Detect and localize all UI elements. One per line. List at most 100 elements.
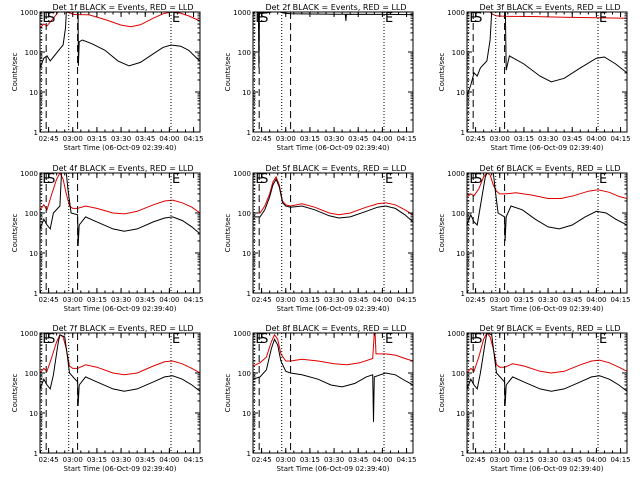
x-tick-label: 03:15 <box>87 135 107 143</box>
lld-series-line <box>467 333 627 374</box>
detector-panel: ESE110100100002:4503:0003:1503:3003:4504… <box>224 324 417 473</box>
x-tick-label: 04:00 <box>159 456 179 464</box>
y-tick-label: 1000 <box>447 9 465 17</box>
events-series-line <box>253 337 413 422</box>
x-tick-label: 04:00 <box>159 135 179 143</box>
x-tick-label: 03:15 <box>300 296 320 304</box>
y-tick-label: 100 <box>452 210 465 218</box>
marker-label: E <box>599 332 607 347</box>
x-axis-label: Start Time (06-Oct-09 02:39:40) <box>64 144 177 152</box>
series-group <box>467 12 627 97</box>
y-tick-label: 100 <box>238 49 251 57</box>
x-tick-label: 02:45 <box>251 456 271 464</box>
marker-label: E <box>599 172 607 187</box>
x-tick-label: 03:15 <box>514 135 534 143</box>
y-tick-label: 10 <box>456 410 465 418</box>
x-tick-label: 02:45 <box>38 135 58 143</box>
y-tick-label: 1000 <box>20 170 38 178</box>
marker-label: E <box>172 11 180 26</box>
series-group <box>467 333 627 407</box>
x-tick-label: 04:00 <box>586 296 606 304</box>
y-tick-label: 100 <box>238 370 251 378</box>
events-series-line <box>40 173 200 247</box>
x-tick-label: 03:15 <box>300 456 320 464</box>
x-axis-label: Start Time (06-Oct-09 02:39:40) <box>277 305 390 313</box>
marker-label: E <box>385 172 393 187</box>
x-axis-label: Start Time (06-Oct-09 02:39:40) <box>491 305 604 313</box>
y-axis-label: Counts/sec <box>11 374 19 413</box>
lld-series-line <box>253 333 413 367</box>
y-tick-label: 100 <box>238 210 251 218</box>
detector-panel: ESE110100100002:4503:0003:1503:3003:4504… <box>224 3 417 152</box>
series-group <box>253 333 413 422</box>
x-tick-label: 03:00 <box>63 135 83 143</box>
detector-panel: ESE110100100002:4503:0003:1503:3003:4504… <box>438 324 631 473</box>
plot-frame <box>466 332 628 454</box>
lld-series-line <box>40 334 200 376</box>
detector-panel: ESE110100100002:4503:0003:1503:3003:4504… <box>11 3 204 152</box>
x-axis-label: Start Time (06-Oct-09 02:39:40) <box>277 144 390 152</box>
x-tick-label: 03:30 <box>111 135 131 143</box>
events-series-line <box>467 173 627 242</box>
y-tick-label: 1 <box>247 450 251 458</box>
x-axis-label: Start Time (06-Oct-09 02:39:40) <box>64 305 177 313</box>
x-tick-label: 02:45 <box>465 456 485 464</box>
x-tick-label: 04:15 <box>183 456 203 464</box>
x-tick-label: 03:45 <box>135 456 155 464</box>
x-tick-label: 02:45 <box>251 296 271 304</box>
marker-label: S <box>47 11 55 26</box>
lld-series-line <box>40 12 200 29</box>
marker-label: S <box>260 11 268 26</box>
y-tick-label: 10 <box>242 250 251 258</box>
series-group <box>467 173 627 242</box>
x-tick-label: 04:15 <box>396 135 416 143</box>
x-tick-label: 03:45 <box>562 135 582 143</box>
y-tick-label: 1000 <box>447 330 465 338</box>
x-tick-label: 04:00 <box>372 456 392 464</box>
y-tick-label: 1 <box>34 290 38 298</box>
x-tick-label: 03:45 <box>562 456 582 464</box>
x-tick-label: 04:15 <box>396 296 416 304</box>
marker-label: E <box>385 332 393 347</box>
x-tick-label: 03:15 <box>87 296 107 304</box>
y-axis-label: Counts/sec <box>224 53 232 92</box>
x-tick-label: 04:15 <box>610 135 630 143</box>
x-tick-label: 02:45 <box>38 456 58 464</box>
y-axis-label: Counts/sec <box>224 214 232 253</box>
y-tick-label: 10 <box>29 410 38 418</box>
marker-label: S <box>474 332 482 347</box>
x-tick-label: 03:00 <box>63 296 83 304</box>
marker-label: S <box>47 332 55 347</box>
y-tick-label: 1000 <box>233 9 251 17</box>
detector-panel: ESE110100100002:4503:0003:1503:3003:4504… <box>224 164 417 313</box>
marker-label: S <box>260 172 268 187</box>
lld-series-line <box>40 173 200 215</box>
chart-title: Det 1f BLACK = Events, RED = LLD <box>52 3 193 12</box>
y-axis-label: Counts/sec <box>224 374 232 413</box>
series-group <box>40 173 200 247</box>
y-tick-label: 10 <box>242 89 251 97</box>
marker-label: E <box>385 11 393 26</box>
x-tick-label: 02:45 <box>465 296 485 304</box>
x-tick-label: 04:00 <box>586 135 606 143</box>
x-tick-label: 03:30 <box>324 456 344 464</box>
x-tick-label: 03:45 <box>135 135 155 143</box>
lld-series-line <box>467 173 627 199</box>
y-axis-label: Counts/sec <box>11 53 19 92</box>
detector-panel: ESE110100100002:4503:0003:1503:3003:4504… <box>11 164 204 313</box>
detector-panel: ESE110100100002:4503:0003:1503:3003:4504… <box>11 324 204 473</box>
plot-frame <box>466 11 628 133</box>
events-series-line <box>253 178 413 223</box>
y-tick-label: 1 <box>34 450 38 458</box>
x-tick-label: 03:30 <box>324 135 344 143</box>
chart-title: Det 2f BLACK = Events, RED = LLD <box>265 3 406 12</box>
y-tick-label: 1000 <box>447 170 465 178</box>
y-tick-label: 10 <box>29 89 38 97</box>
marker-label: S <box>260 332 268 347</box>
x-tick-label: 02:45 <box>38 296 58 304</box>
y-tick-label: 100 <box>452 49 465 57</box>
x-tick-label: 02:45 <box>251 135 271 143</box>
marker-label: E <box>599 11 607 26</box>
y-tick-label: 10 <box>456 89 465 97</box>
x-tick-label: 03:00 <box>490 135 510 143</box>
